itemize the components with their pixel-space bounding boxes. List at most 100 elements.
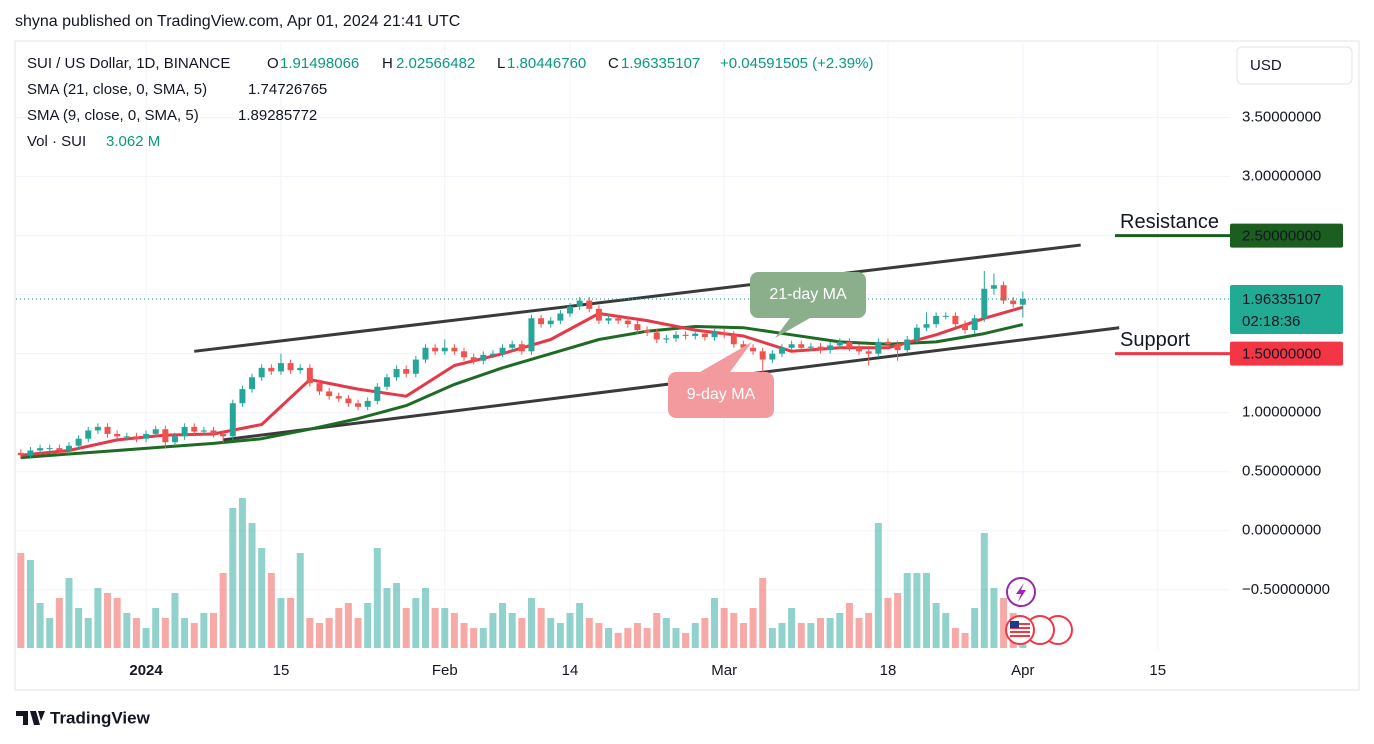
candle-body xyxy=(653,332,660,340)
candle-body xyxy=(923,324,930,328)
volume-bar xyxy=(961,633,969,648)
candle-body xyxy=(586,300,593,309)
volume-bar xyxy=(701,618,709,648)
level-badge-label: 2.50000000 xyxy=(1242,228,1321,245)
volume-bar xyxy=(421,588,429,648)
volume-bar xyxy=(470,628,478,648)
candle-body xyxy=(740,344,747,348)
volume-pane xyxy=(17,498,1027,648)
candle-body xyxy=(884,341,891,345)
price-badge-countdown: 02:18:36 xyxy=(1242,313,1300,330)
volume-bar xyxy=(971,608,979,648)
volume-bar xyxy=(595,623,603,648)
event-icon[interactable] xyxy=(1005,615,1035,645)
brand-logo xyxy=(16,711,45,725)
candle-body xyxy=(489,353,496,355)
volume-bar xyxy=(142,628,150,648)
symbol-title: SUI / US Dollar, 1D, BINANCE xyxy=(27,55,230,72)
candle-body xyxy=(769,353,776,360)
annotation-9: 9-day MA xyxy=(668,342,774,418)
candle-body xyxy=(306,367,313,384)
candle-body xyxy=(1000,285,1007,301)
candle-body xyxy=(933,315,940,325)
volume-value: 3.062 M xyxy=(106,133,160,150)
ohlc-value: 1.80446760 xyxy=(507,55,586,72)
x-tick-label: 14 xyxy=(562,662,579,679)
x-tick-label: 2024 xyxy=(129,662,163,679)
flag-canton xyxy=(1010,621,1019,628)
candle-body xyxy=(827,345,834,351)
button-label[interactable]: USD xyxy=(1250,57,1282,74)
volume-bar xyxy=(181,618,189,648)
volume-bar xyxy=(296,553,304,648)
volume-bar xyxy=(711,598,719,648)
volume-bar xyxy=(691,623,699,648)
ohlc-letter: H xyxy=(382,55,393,72)
candle-body xyxy=(567,306,574,314)
brand-name: TradingView xyxy=(50,708,151,727)
candle-body xyxy=(46,448,53,450)
candle-body xyxy=(239,389,246,404)
volume-bar xyxy=(662,618,670,648)
volume-bar xyxy=(306,618,314,648)
candle-body xyxy=(27,450,34,456)
grid xyxy=(16,42,1230,650)
sma9-name: SMA (9, close, 0, SMA, 5) xyxy=(27,107,199,124)
candle-body xyxy=(759,351,766,360)
volume-bar xyxy=(450,613,458,648)
candle-body xyxy=(17,452,24,456)
candle-body xyxy=(114,433,121,437)
candle-body xyxy=(85,430,92,439)
candle-body xyxy=(721,332,728,335)
volume-bar xyxy=(325,618,333,648)
candle-body xyxy=(422,347,429,360)
candle-body xyxy=(595,308,602,321)
volume-bar xyxy=(1000,598,1008,648)
candle-body xyxy=(123,436,130,438)
volume-bar xyxy=(55,598,63,648)
y-tick-label: −0.50000000 xyxy=(1242,581,1330,598)
candle-body xyxy=(364,400,371,407)
y-tick-label: 0.50000000 xyxy=(1242,463,1321,480)
candle-body xyxy=(258,367,265,378)
candle-body xyxy=(104,426,111,434)
ohlc-value: 1.91498066 xyxy=(280,55,359,72)
candle-body xyxy=(56,448,63,451)
volume-bar xyxy=(210,613,218,648)
volume-bar xyxy=(547,618,555,648)
volume-bar xyxy=(556,623,564,648)
volume-bar xyxy=(161,618,169,648)
volume-bar xyxy=(441,608,449,648)
candle-body xyxy=(615,318,622,321)
ohlc-value: 2.02566482 xyxy=(396,55,475,72)
volume-bar xyxy=(277,598,285,648)
volume-bar xyxy=(46,618,54,648)
candle-body xyxy=(143,433,150,439)
candle-body xyxy=(268,367,275,372)
button-frame[interactable] xyxy=(1236,46,1353,85)
volume-bar xyxy=(171,593,179,648)
chart-frame xyxy=(14,40,1360,691)
currency-button[interactable]: USD xyxy=(1236,46,1353,85)
candle-body xyxy=(191,426,198,432)
volume-bar xyxy=(364,603,372,648)
volume-bar xyxy=(942,613,950,648)
level-label: Support xyxy=(1120,329,1190,351)
x-tick-label: 18 xyxy=(880,662,897,679)
volume-bar xyxy=(739,623,747,648)
volume-bar xyxy=(335,608,343,648)
volume-bar xyxy=(152,608,160,648)
volume-bar xyxy=(720,608,728,648)
volume-bar xyxy=(836,613,844,648)
annotation-21: 21-day MA xyxy=(750,272,866,338)
candle-body xyxy=(297,367,304,371)
sma9-value: 1.89285772 xyxy=(238,107,317,124)
price-badge-value: 1.96335107 xyxy=(1242,291,1321,308)
candle-body xyxy=(75,438,82,446)
sma-line xyxy=(20,323,1024,460)
candle-body xyxy=(547,320,554,325)
volume-bar xyxy=(248,523,256,648)
price-pane xyxy=(16,243,1230,460)
volume-bar xyxy=(884,598,892,648)
candle-body xyxy=(942,315,949,317)
